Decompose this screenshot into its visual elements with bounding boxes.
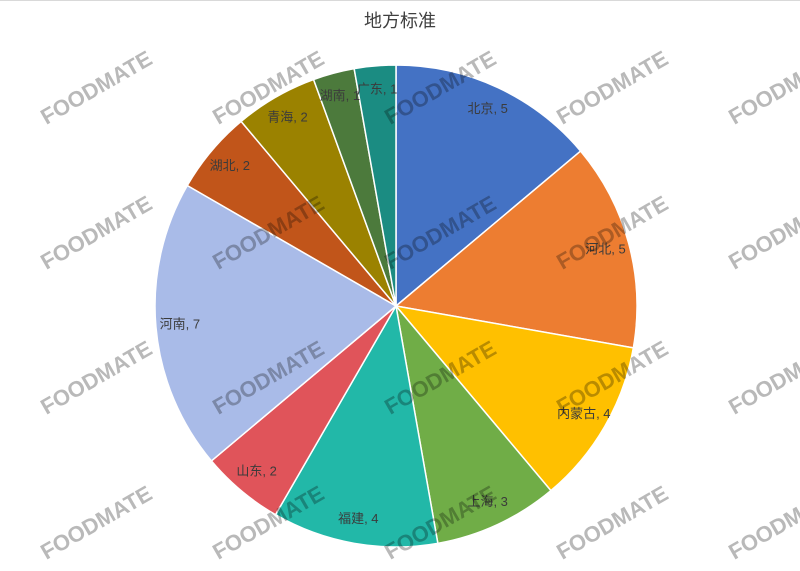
svg-text:青海, 2: 青海, 2 — [267, 110, 307, 125]
svg-text:山东, 2: 山东, 2 — [236, 464, 276, 479]
svg-text:湖南, 1: 湖南, 1 — [320, 88, 360, 103]
svg-text:内蒙古, 4: 内蒙古, 4 — [557, 406, 610, 421]
svg-text:河北, 5: 河北, 5 — [585, 241, 625, 256]
svg-text:河南, 7: 河南, 7 — [160, 316, 200, 331]
svg-text:上海, 3: 上海, 3 — [467, 494, 507, 509]
svg-text:广东, 1: 广东, 1 — [357, 81, 397, 96]
svg-text:湖北, 2: 湖北, 2 — [210, 158, 250, 173]
svg-text:北京, 5: 北京, 5 — [467, 101, 507, 116]
svg-text:福建, 4: 福建, 4 — [338, 511, 378, 526]
